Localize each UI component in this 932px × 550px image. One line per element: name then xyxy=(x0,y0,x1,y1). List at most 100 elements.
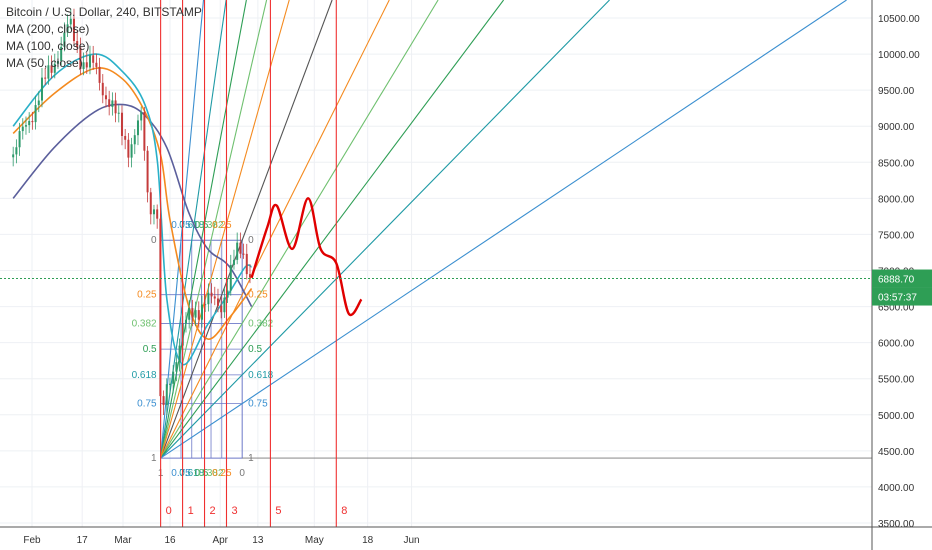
candle-body xyxy=(47,65,50,79)
ma-line xyxy=(12,67,253,340)
candle-body xyxy=(210,292,213,297)
candle-body xyxy=(18,131,21,148)
fan-label-top: 0.618 xyxy=(179,220,204,231)
legend-ma200[interactable]: MA (200, close) xyxy=(6,22,90,36)
fan-ray-price xyxy=(160,0,847,459)
candle-body xyxy=(82,62,85,70)
x-tick-label: May xyxy=(305,535,324,546)
candle-body xyxy=(236,242,239,260)
fan-label-right: 1 xyxy=(248,453,254,464)
fan-label-right: 0 xyxy=(248,235,254,246)
candle-body xyxy=(165,384,168,406)
candle-body xyxy=(15,147,18,155)
candle-body xyxy=(207,292,210,305)
price-badge xyxy=(872,269,932,288)
y-tick-label: 5000.00 xyxy=(878,411,915,422)
y-tick-label: 4500.00 xyxy=(878,447,915,458)
x-tick-label: 16 xyxy=(164,535,176,546)
candle-body xyxy=(220,305,223,313)
fan-label-bottom: 0.25 xyxy=(212,468,232,479)
fan-ray-price xyxy=(160,0,390,459)
candle-body xyxy=(66,24,69,33)
candle-body xyxy=(146,150,149,193)
candle-body xyxy=(53,63,56,73)
candle-body xyxy=(21,126,24,132)
legend-ma50[interactable]: MA (50, close) xyxy=(6,56,83,70)
candle-body xyxy=(88,55,91,68)
candle-body xyxy=(72,18,75,42)
candle-body xyxy=(248,274,251,278)
candle-body xyxy=(114,100,117,114)
fan-label-right: 0.382 xyxy=(248,318,273,329)
candle-body xyxy=(63,32,66,47)
candle-body xyxy=(168,383,171,385)
cycle-label: 1 xyxy=(188,505,194,517)
fan-label-right: 0.75 xyxy=(248,399,268,410)
candle-body xyxy=(31,120,34,123)
candle-body xyxy=(204,304,207,306)
y-tick-label: 6500.00 xyxy=(878,303,915,314)
candle-body xyxy=(24,125,27,127)
candle-body xyxy=(101,82,104,96)
candle-body xyxy=(178,345,181,363)
candle-body xyxy=(111,100,114,107)
legend-ma100[interactable]: MA (100, close) xyxy=(6,39,90,53)
candle-body xyxy=(34,105,37,123)
fan-label-left: 1 xyxy=(151,453,157,464)
fan-label-left: 0.25 xyxy=(137,290,157,301)
forecast-path xyxy=(250,197,363,317)
candle-body xyxy=(127,139,130,158)
x-tick-label: Apr xyxy=(212,535,228,546)
x-tick-label: Jun xyxy=(404,535,420,546)
fan-label-right: 0.618 xyxy=(248,370,273,381)
fan-label-right: 0.25 xyxy=(248,290,268,301)
chart-title: Bitcoin / U.S. Dollar, 240, BITSTAMP xyxy=(6,5,202,19)
candle-body xyxy=(50,65,53,73)
candle-body xyxy=(124,135,127,140)
candle-body xyxy=(98,66,101,83)
candle-body xyxy=(12,154,15,158)
candle-body xyxy=(232,259,235,265)
candle-body xyxy=(172,371,175,384)
candle-body xyxy=(216,298,219,306)
x-tick-label: Feb xyxy=(23,535,41,546)
candle-body xyxy=(245,253,248,275)
gann-fan: 00.250.3820.50.6180.75100.250.3820.50.61… xyxy=(132,0,872,479)
y-tick-label: 3500.00 xyxy=(878,519,915,530)
candle-body xyxy=(108,99,111,107)
candle-body xyxy=(56,61,59,64)
forecast-line xyxy=(250,197,363,317)
candle-body xyxy=(194,310,197,318)
fan-label-top: 0.75 xyxy=(171,220,191,231)
x-tick-label: Mar xyxy=(114,535,132,546)
fan-label-top: 0.25 xyxy=(212,220,232,231)
candle-body xyxy=(213,296,216,299)
candle-body xyxy=(95,62,98,67)
y-tick-label: 10500.00 xyxy=(878,14,920,25)
x-tick-label: 18 xyxy=(362,535,374,546)
fan-label-left: 0.618 xyxy=(132,370,157,381)
candle-body xyxy=(156,209,159,219)
fan-label-bottom: 0.75 xyxy=(171,468,191,479)
candle-body xyxy=(69,18,72,25)
candle-body xyxy=(130,144,133,158)
candle-body xyxy=(184,319,187,324)
fan-ray-time xyxy=(160,0,268,459)
cycle-label: 3 xyxy=(231,505,237,517)
candle-body xyxy=(92,55,95,63)
cycle-label: 5 xyxy=(275,505,281,517)
y-tick-label: 6000.00 xyxy=(878,339,915,350)
candle-body xyxy=(37,100,40,106)
fan-ray-price xyxy=(160,0,333,459)
candle-body xyxy=(188,308,191,320)
candle-body xyxy=(40,77,43,101)
fan-ray-price xyxy=(160,0,505,459)
fan-label-right: 0.5 xyxy=(248,344,262,355)
candle-body xyxy=(239,242,242,254)
candle-body xyxy=(200,304,203,320)
fan-label-top: 0.382 xyxy=(199,220,224,231)
candle-body xyxy=(242,253,245,255)
candle-body xyxy=(76,41,79,48)
